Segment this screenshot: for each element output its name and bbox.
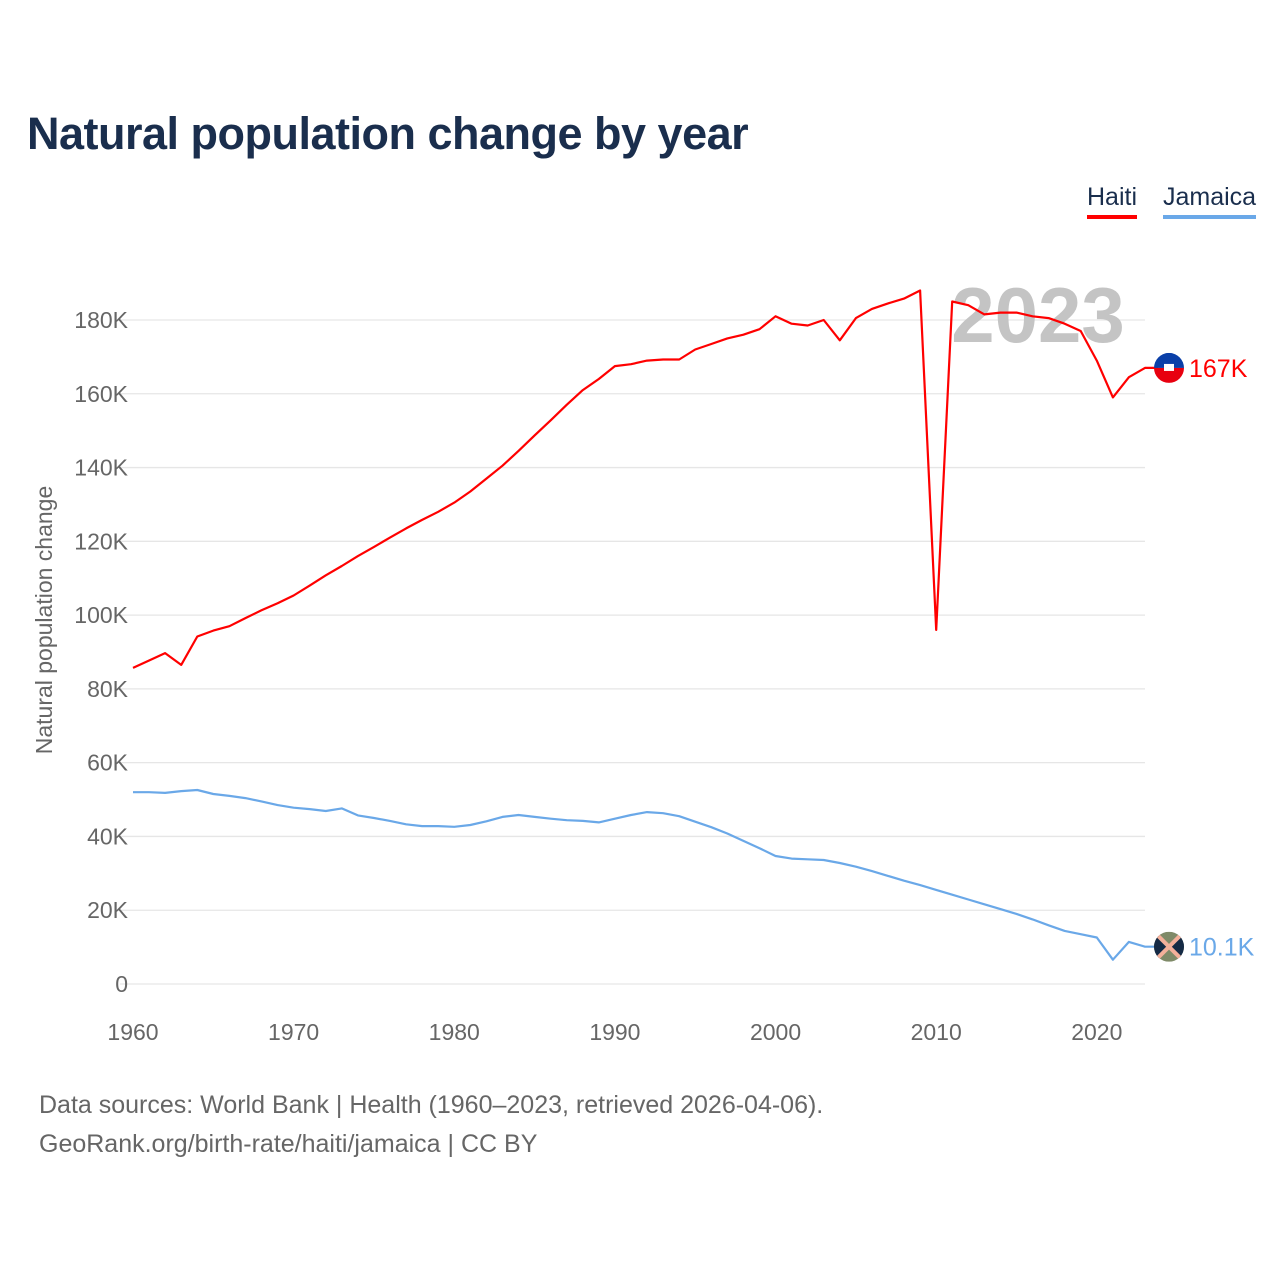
x-tick-label: 1960 <box>107 1019 158 1045</box>
source-line-1: Data sources: World Bank | Health (1960–… <box>39 1091 824 1119</box>
y-tick-label: 160K <box>74 381 128 407</box>
source-note: Data sources: World Bank | Health (1960–… <box>39 1086 823 1164</box>
x-tick-label: 1990 <box>589 1019 640 1045</box>
y-tick-label: 140K <box>74 455 128 481</box>
x-tick-label: 1980 <box>429 1019 480 1045</box>
end-label-jamaica: 10.1K <box>1189 934 1255 962</box>
y-tick-label: 100K <box>74 602 128 628</box>
y-tick-label: 40K <box>87 823 129 849</box>
y-axis-label: Natural population change <box>31 486 57 755</box>
x-tick-label: 2000 <box>750 1019 801 1045</box>
end-label-haiti: 167K <box>1189 355 1248 383</box>
y-tick-label: 60K <box>87 750 129 776</box>
y-tick-label: 120K <box>74 528 128 554</box>
series-line-haiti[interactable] <box>132 289 1158 669</box>
legend-item-haiti[interactable]: Haiti <box>1087 183 1138 219</box>
y-tick-label: 180K <box>74 307 128 333</box>
x-tick-label: 2010 <box>911 1019 962 1045</box>
year-watermark: 2023 <box>951 271 1125 359</box>
y-tick-label: 80K <box>87 676 129 702</box>
source-line-2[interactable]: GeoRank.org/birth-rate/haiti/jamaica | C… <box>39 1130 538 1158</box>
x-tick-label: 2020 <box>1071 1019 1122 1045</box>
y-tick-label: 20K <box>87 897 129 923</box>
y-tick-label: 0 <box>115 971 128 997</box>
jamaica-flag-icon <box>1154 931 1184 962</box>
haiti-flag-icon <box>1154 352 1184 383</box>
legend-item-jamaica[interactable]: Jamaica <box>1163 183 1257 219</box>
x-tick-label: 1970 <box>268 1019 319 1045</box>
series-line-jamaica[interactable] <box>133 788 1158 961</box>
chart-title: Natural population change by year <box>27 108 749 159</box>
